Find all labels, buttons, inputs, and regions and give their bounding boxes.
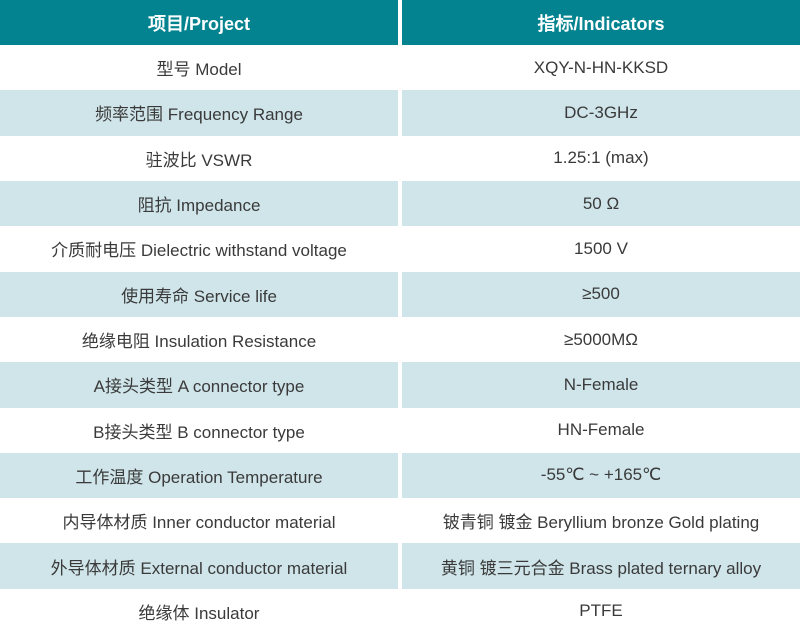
indicator-cell: XQY-N-HN-KKSD — [402, 45, 800, 91]
column-divider — [398, 271, 402, 317]
column-divider — [398, 180, 402, 227]
indicator-cell: N-Female — [402, 362, 800, 408]
table-row: 外导体材质 External conductor material 黄铜 镀三元合… — [0, 543, 800, 589]
project-cell: 内导体材质 Inner conductor material — [0, 498, 398, 544]
column-divider — [398, 498, 402, 544]
indicator-cell: DC-3GHz — [402, 90, 800, 136]
project-cell: 型号 Model — [0, 45, 398, 91]
table-row: 内导体材质 Inner conductor material 铍青铜 镀金 Ber… — [0, 498, 800, 544]
table-row: 使用寿命 Service life ≥500 — [0, 271, 800, 317]
column-divider — [398, 226, 402, 272]
header-project: 项目/Project — [0, 0, 398, 45]
indicator-cell: HN-Female — [402, 407, 800, 453]
table-row: 绝缘体 Insulator PTFE — [0, 588, 800, 634]
table-row: B接头类型 B connector type HN-Female — [0, 407, 800, 453]
project-cell: 频率范围 Frequency Range — [0, 90, 398, 136]
column-divider — [398, 452, 402, 499]
column-divider — [398, 588, 402, 634]
table-row: 介质耐电压 Dielectric withstand voltage 1500 V — [0, 226, 800, 272]
indicator-cell: PTFE — [402, 588, 800, 634]
project-cell: 驻波比 VSWR — [0, 135, 398, 181]
indicator-cell: ≥500 — [402, 271, 800, 317]
indicator-cell: 1500 V — [402, 226, 800, 272]
column-divider — [398, 135, 402, 181]
project-cell: 绝缘电阻 Insulation Resistance — [0, 316, 398, 363]
table-row: 型号 Model XQY-N-HN-KKSD — [0, 45, 800, 91]
indicator-cell: 铍青铜 镀金 Beryllium bronze Gold plating — [402, 498, 800, 544]
project-cell: 阻抗 Impedance — [0, 180, 398, 227]
indicator-cell: ≥5000MΩ — [402, 316, 800, 363]
column-divider — [398, 90, 402, 136]
table-row: 绝缘电阻 Insulation Resistance ≥5000MΩ — [0, 316, 800, 363]
project-cell: 绝缘体 Insulator — [0, 588, 398, 634]
project-cell: 介质耐电压 Dielectric withstand voltage — [0, 226, 398, 272]
indicator-cell: 50 Ω — [402, 180, 800, 227]
project-cell: A接头类型 A connector type — [0, 362, 398, 408]
table-header-row: 项目/Project 指标/Indicators — [0, 0, 800, 45]
column-divider — [398, 45, 402, 91]
project-cell: 工作温度 Operation Temperature — [0, 452, 398, 499]
table-row: A接头类型 A connector type N-Female — [0, 362, 800, 408]
table-row: 阻抗 Impedance 50 Ω — [0, 180, 800, 227]
column-divider — [398, 362, 402, 408]
column-divider — [398, 316, 402, 363]
project-cell: 外导体材质 External conductor material — [0, 543, 398, 589]
indicator-cell: -55℃ ~ +165℃ — [402, 452, 800, 499]
project-cell: 使用寿命 Service life — [0, 271, 398, 317]
table-row: 工作温度 Operation Temperature -55℃ ~ +165℃ — [0, 452, 800, 499]
indicator-cell: 1.25:1 (max) — [402, 135, 800, 181]
table-row: 驻波比 VSWR 1.25:1 (max) — [0, 135, 800, 181]
header-indicators: 指标/Indicators — [402, 0, 800, 45]
column-divider — [398, 543, 402, 589]
indicator-cell: 黄铜 镀三元合金 Brass plated ternary alloy — [402, 543, 800, 589]
project-cell: B接头类型 B connector type — [0, 407, 398, 453]
table-row: 频率范围 Frequency Range DC-3GHz — [0, 90, 800, 136]
column-divider — [398, 407, 402, 453]
column-divider — [398, 0, 402, 45]
